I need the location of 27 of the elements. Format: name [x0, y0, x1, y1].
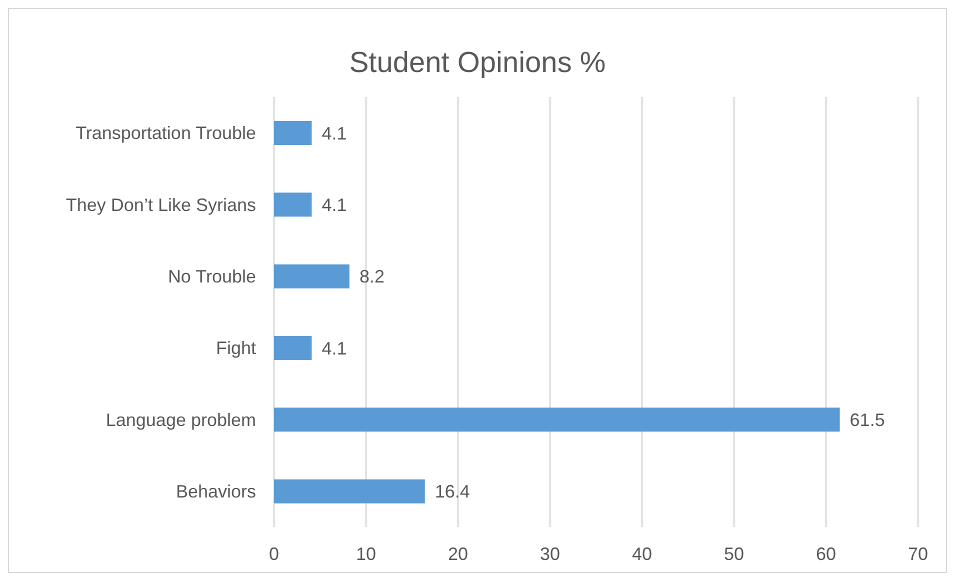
x-tick-label: 20 — [448, 544, 468, 564]
data-label: 8.2 — [359, 266, 384, 287]
x-tick-label: 70 — [908, 544, 928, 564]
data-label: 61.5 — [850, 410, 885, 430]
x-tick-label: 10 — [356, 544, 376, 564]
data-label: 4.1 — [322, 195, 347, 216]
x-tick-label: 30 — [540, 544, 560, 564]
y-tick-label: Transportation Trouble — [76, 123, 256, 144]
x-tick-label: 0 — [268, 544, 280, 564]
y-tick-label: No Trouble — [168, 266, 256, 287]
bar — [274, 121, 312, 145]
data-label: 16.4 — [434, 482, 470, 502]
data-label: 4.1 — [322, 123, 347, 144]
bar — [274, 336, 312, 360]
bar — [274, 192, 312, 217]
chart-title: Student Opinions % — [348, 46, 607, 81]
bar — [274, 408, 840, 432]
x-tick-label: 40 — [632, 544, 652, 564]
y-tick-label: Behaviors — [176, 482, 256, 502]
data-label: 4.1 — [322, 338, 347, 358]
y-tick-label: They Don’t Like Syrians — [66, 194, 256, 215]
y-tick-label: Fight — [216, 338, 256, 358]
x-tick-label: 60 — [816, 544, 836, 564]
y-tick-label: Language problem — [106, 410, 256, 430]
x-tick-label: 50 — [724, 544, 744, 564]
bar — [274, 479, 425, 504]
bar — [274, 264, 350, 288]
